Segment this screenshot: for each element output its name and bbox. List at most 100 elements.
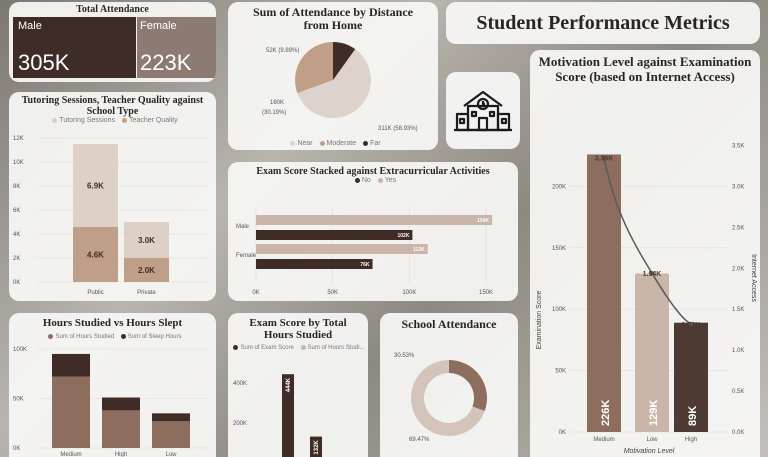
extracurricular-chart-card: Exam Score Stacked against Extracurricul… [228,162,518,301]
pie-label-moderate: 160K [270,100,284,106]
bar-hours-studied [102,410,140,448]
bar-hours-studied [52,376,90,448]
bar-label-exam-score: 444K [286,377,292,392]
legend-tutoring-sessions: Tutoring Sessions [59,117,116,125]
tutoring-chart-card: Tutoring Sessions, Teacher Quality again… [9,92,216,301]
x-tick-label: Public [87,290,103,296]
bar-no [256,259,373,269]
bar-label-yes: 112K [413,247,425,253]
distance-pie-chart: 311K (58.93%) 160K (30.19%) 52K (9.89%) [262,42,418,132]
female-tile[interactable]: Female 223K [137,17,216,78]
donut-slice-private [449,360,487,411]
x-tick-label: Medium [593,437,614,443]
bar-label-no: 76K [360,262,370,268]
motivation-chart-title: Motivation Level against Examination Sco… [538,54,752,84]
bar-label-exam-score: 226K [600,400,612,426]
bar-label-exam-score: 89K [687,406,699,426]
y-right-tick-label: 0.0K [732,430,744,436]
bar-label-exam-score: 132K [314,440,320,455]
hours-chart-legend: Sum of Hours Studied Sum of Sleep Hours [9,334,216,340]
legend-far: Far [370,140,381,147]
y-tick-label: Male [236,224,250,230]
donut-slice-public [411,360,485,436]
bar-exam-score [635,273,669,432]
bar-sleep-hours [102,397,140,411]
y-right-tick-label: 1.5K [732,307,744,313]
school-attendance-card: School Attendance 30.53% 69.47% [380,313,518,457]
y-tick-label: 6K [13,208,20,214]
distance-pie-card: Sum of Attendance by Distance from Home … [228,2,438,150]
female-label: Female [140,20,177,32]
motivation-chart-card: Motivation Level against Examination Sco… [530,50,760,457]
x-axis-label: Motivation Level [624,448,675,455]
bar-tutoring-sessions [73,144,118,227]
exam-hours-chart-title: Exam Score by Total Hours Studied [249,317,347,342]
y-tick-label: 150K [552,246,566,252]
legend-exam-score: Sum of Exam Score [240,344,294,351]
y-right-tick-label: 1.0K [732,348,744,354]
pie-slice-moderate [295,42,333,94]
bar-exam-score [310,436,322,457]
legend-hours-studied: Sum of Hours Studied [55,334,115,341]
school-building-icon [454,90,512,132]
pie-label-far: 52K (9.89%) [266,48,299,54]
y-tick-label: 100K [552,307,566,313]
y-tick-label: 50K [555,369,566,375]
internet-access-label: 3.35K [595,156,614,163]
x-tick-label: High [115,452,127,457]
male-tile[interactable]: Male 305K [13,17,136,78]
tutoring-bar-chart: 0K 2K 4K 6K 8K 10K 12K 4.6K 6.9K Public 2.0K 3.0K Pr… [13,136,209,296]
internet-access-point [649,270,655,276]
legend-hours-studied-2: Sum of Hours Studi... [307,344,365,351]
y-tick-label: 12K [13,136,24,142]
internet-access-line [603,157,692,325]
pie-slice-far [333,42,356,80]
pie-slice-near [297,49,371,119]
male-value: 305K [18,50,70,75]
x-tick-label: 0K [252,290,259,296]
pie-label-near: 311K (58.93%) [378,126,418,132]
legend-no: No [361,177,371,185]
y-tick-label: Female [236,253,257,259]
donut-label-public: 69.47% [409,437,430,443]
y-right-tick-label: 0.5K [732,389,744,395]
x-tick-label: Private [137,290,156,296]
bar-hours-studied [152,421,190,448]
y-right-tick-label: 2.5K [732,225,744,231]
y-tick-label: 100K [13,347,27,353]
dashboard-title: Student Performance Metrics [476,12,730,34]
x-tick-label: Low [646,437,658,443]
x-tick-label: Medium [60,452,81,457]
internet-access-point [688,321,694,327]
y-tick-label: 10K [13,160,24,166]
extracurricular-bar-chart: 0K 50K 100K 150K Male 154K 102K Female 112K 76K [236,206,493,296]
total-attendance-card: Total Attendance Male 305K Female 223K [9,2,216,82]
y-tick-label: 50K [13,397,24,403]
tutoring-chart-legend: Tutoring Sessions Teacher Quality [9,117,216,124]
y-right-axis-label: Internet Access [750,254,757,302]
hours-chart-card: Hours Studied vs Hours Slept Sum of Hour… [9,313,216,457]
y-tick-label: 4K [13,232,20,238]
x-tick-label: 100K [402,290,416,296]
bar-label-teacher-quality: 2.0K [138,266,155,275]
bar-teacher-quality [124,258,169,282]
motivation-bar-chart: 0K 50K 100K 150K 200K 0.0K 0.5K 1.0K 1.5K 2.0K 2.5… [536,143,757,455]
exam-hours-chart-legend: Sum of Exam Score Sum of Hours Studi... [228,344,368,351]
distance-pie-title: Sum of Attendance by Distance from Home [252,5,413,33]
exam-hours-bar-chart: 200K 400K 444K 132K [233,374,322,457]
legend-sleep-hours: Sum of Sleep Hours [127,334,182,341]
bar-sleep-hours [52,353,90,377]
bar-yes [256,244,428,254]
y-tick-label: 0K [13,446,20,452]
bar-exam-score [587,154,621,433]
internet-access-label: 1.32K [682,322,701,329]
y-axis-label: Examination Score [536,291,543,350]
bar-exam-score [282,374,294,457]
legend-near: Near [297,140,313,147]
internet-access-point [601,155,607,160]
y-tick-label: 400K [233,381,247,387]
bar-label-tutoring-sessions: 3.0K [138,236,155,245]
distance-pie-legend: Near Moderate Far [228,140,438,147]
female-value: 223K [140,50,192,75]
bar-label-exam-score: 129K [648,400,660,426]
